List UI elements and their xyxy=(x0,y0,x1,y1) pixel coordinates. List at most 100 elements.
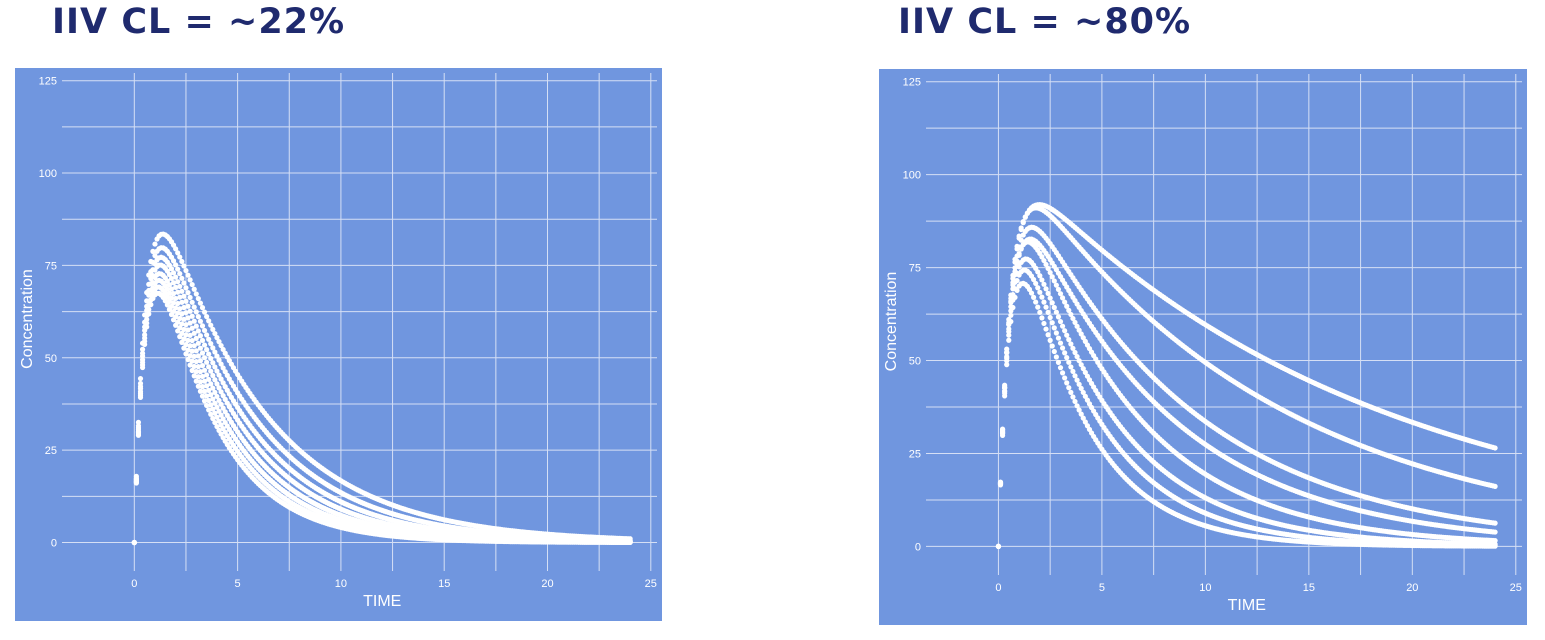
data-point xyxy=(139,346,146,352)
data-point xyxy=(1074,377,1080,383)
data-point xyxy=(1062,328,1068,334)
data-point xyxy=(1492,445,1498,451)
data-point xyxy=(220,346,226,353)
data-point xyxy=(206,336,212,342)
data-point xyxy=(208,355,214,362)
data-point xyxy=(1053,282,1059,288)
data-point xyxy=(201,378,208,384)
data-point xyxy=(148,302,154,308)
data-point xyxy=(173,322,179,328)
data-point xyxy=(1070,368,1076,375)
x-tick-label: 20 xyxy=(1406,582,1418,594)
data-point xyxy=(179,339,185,345)
data-point xyxy=(214,414,220,420)
x-axis-label: TIME xyxy=(1228,597,1266,614)
data-point xyxy=(197,388,204,394)
data-point xyxy=(1051,325,1057,331)
data-point xyxy=(1078,362,1084,368)
data-point xyxy=(152,253,158,259)
data-point xyxy=(162,298,168,304)
data-point xyxy=(206,407,212,413)
data-point xyxy=(179,258,185,265)
data-point xyxy=(1082,393,1088,399)
data-point xyxy=(204,402,210,409)
data-point xyxy=(135,432,142,438)
data-point xyxy=(1062,350,1068,356)
data-point xyxy=(177,294,183,300)
data-point xyxy=(199,373,206,380)
data-point xyxy=(1004,358,1010,364)
data-point xyxy=(1059,345,1066,351)
data-point xyxy=(208,368,214,374)
data-point xyxy=(1051,304,1057,311)
data-point xyxy=(193,309,199,315)
data-point xyxy=(1059,323,1066,329)
data-point xyxy=(1012,265,1018,271)
data-point xyxy=(170,258,177,264)
data-point xyxy=(1008,312,1014,318)
data-point xyxy=(1053,309,1059,315)
data-point xyxy=(177,306,183,312)
data-point xyxy=(175,266,181,272)
data-point xyxy=(218,389,224,395)
data-point xyxy=(1055,314,1062,320)
data-point xyxy=(214,368,220,374)
data-point xyxy=(1006,337,1012,343)
data-point xyxy=(1059,295,1066,301)
data-point xyxy=(183,351,189,357)
data-point xyxy=(146,307,152,313)
x-tick-label: 25 xyxy=(1510,582,1522,594)
data-point xyxy=(166,282,173,288)
data-point xyxy=(177,254,183,260)
data-point xyxy=(170,291,177,297)
data-point xyxy=(206,318,212,324)
data-point xyxy=(216,357,222,363)
data-point xyxy=(1033,280,1039,287)
data-point xyxy=(1035,269,1041,275)
data-point xyxy=(193,358,199,365)
data-point xyxy=(185,272,191,278)
data-point xyxy=(1062,299,1068,305)
data-point xyxy=(183,332,189,338)
concentration-time-plot-right: 0 5 10 15 20 25 0 25 50 75 100 125 TIME Concentration xyxy=(879,69,1527,625)
data-point xyxy=(185,315,191,321)
chart-title-left: IIV CL = ~22% xyxy=(52,2,346,42)
data-point xyxy=(212,389,218,395)
data-point xyxy=(1055,335,1062,341)
data-point xyxy=(175,289,181,295)
data-point xyxy=(214,423,220,430)
data-point xyxy=(1047,295,1053,301)
data-point xyxy=(193,378,199,384)
data-point xyxy=(1016,233,1022,239)
data-point xyxy=(1045,290,1051,297)
data-point xyxy=(189,367,195,374)
data-point xyxy=(185,337,191,343)
data-point xyxy=(1039,277,1045,283)
data-point xyxy=(210,415,216,422)
data-point xyxy=(1068,389,1074,395)
data-point xyxy=(166,271,173,278)
data-point xyxy=(1035,285,1041,291)
data-point xyxy=(208,411,214,417)
data-point xyxy=(197,345,204,351)
data-point xyxy=(204,383,210,389)
data-point xyxy=(199,350,206,356)
data-point xyxy=(1076,327,1082,333)
data-point xyxy=(187,294,193,301)
data-point xyxy=(212,364,218,370)
data-point xyxy=(1064,355,1070,361)
data-point xyxy=(1014,258,1020,264)
data-point xyxy=(179,321,185,327)
data-point xyxy=(1072,349,1078,356)
data-point xyxy=(1037,309,1043,316)
data-point xyxy=(191,304,197,310)
data-point xyxy=(175,300,181,307)
data-point xyxy=(1031,294,1037,300)
data-point xyxy=(191,353,197,359)
data-point xyxy=(181,280,187,286)
y-tick-label: 50 xyxy=(909,356,921,368)
data-point xyxy=(197,333,204,339)
data-point xyxy=(166,306,173,313)
data-point xyxy=(1043,304,1049,310)
data-point xyxy=(627,539,633,545)
